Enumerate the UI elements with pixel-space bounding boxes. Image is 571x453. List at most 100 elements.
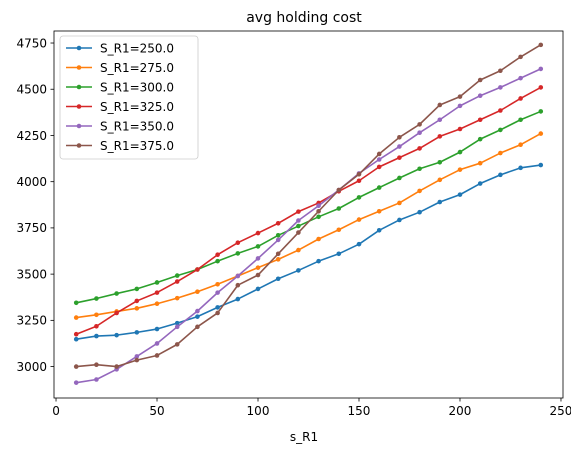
legend-label: S_R1=275.0 bbox=[100, 61, 174, 75]
data-point bbox=[437, 117, 443, 123]
data-point bbox=[538, 66, 544, 72]
data-point bbox=[275, 257, 281, 262]
data-point bbox=[477, 136, 483, 142]
data-point bbox=[498, 68, 503, 74]
data-point bbox=[437, 177, 443, 183]
data-point bbox=[275, 220, 281, 226]
data-point bbox=[154, 341, 160, 346]
data-point bbox=[296, 209, 301, 214]
data-point bbox=[518, 75, 523, 81]
data-point bbox=[275, 232, 281, 238]
data-point bbox=[316, 203, 321, 209]
data-point bbox=[73, 300, 79, 306]
x-tick-label: 50 bbox=[149, 404, 164, 418]
y-tick-label: 3500 bbox=[16, 267, 47, 281]
legend-entry: S_R1=350.0 bbox=[66, 119, 174, 133]
legend-label: S_R1=350.0 bbox=[100, 119, 174, 133]
data-point bbox=[477, 160, 483, 166]
data-point bbox=[195, 324, 200, 330]
series-line bbox=[75, 86, 542, 335]
data-point bbox=[397, 175, 402, 181]
y-tick-label: 4500 bbox=[16, 83, 47, 97]
x-tick-label: 250 bbox=[550, 404, 571, 418]
data-point bbox=[457, 149, 463, 155]
data-point bbox=[94, 296, 99, 301]
legend-label: S_R1=375.0 bbox=[100, 139, 174, 153]
data-point bbox=[376, 185, 382, 190]
data-point bbox=[498, 172, 503, 178]
y-tick-label: 4750 bbox=[16, 36, 47, 50]
legend-entry: S_R1=325.0 bbox=[66, 100, 174, 114]
legend-label: S_R1=300.0 bbox=[100, 80, 174, 94]
legend-marker bbox=[76, 65, 82, 70]
data-point bbox=[174, 320, 180, 326]
data-point bbox=[538, 131, 544, 136]
series-5 bbox=[73, 42, 544, 369]
x-axis-label: s_R1 bbox=[290, 430, 318, 444]
series-1 bbox=[73, 131, 544, 320]
data-point bbox=[255, 286, 261, 292]
data-point bbox=[235, 282, 241, 288]
data-point bbox=[94, 377, 99, 382]
data-point bbox=[437, 134, 443, 139]
data-point bbox=[417, 122, 422, 127]
data-point bbox=[195, 308, 200, 314]
data-point bbox=[235, 273, 241, 279]
data-point bbox=[316, 236, 321, 242]
data-point bbox=[114, 364, 119, 369]
data-point bbox=[114, 332, 119, 338]
data-point bbox=[336, 227, 342, 233]
data-point bbox=[195, 314, 200, 319]
data-point bbox=[134, 354, 140, 359]
data-point bbox=[518, 96, 523, 101]
data-point bbox=[215, 252, 220, 258]
data-point bbox=[154, 280, 160, 285]
data-point bbox=[498, 85, 503, 90]
data-point bbox=[336, 187, 342, 193]
data-point bbox=[336, 206, 342, 211]
data-point bbox=[73, 380, 79, 385]
data-point bbox=[73, 331, 79, 337]
data-point bbox=[457, 126, 463, 132]
data-point bbox=[376, 151, 382, 157]
data-point bbox=[275, 251, 281, 257]
data-point bbox=[154, 326, 160, 332]
data-point bbox=[134, 286, 140, 292]
y-tick-label: 4000 bbox=[16, 175, 47, 189]
data-point bbox=[538, 109, 544, 114]
data-point bbox=[457, 103, 463, 109]
data-point bbox=[437, 159, 443, 165]
data-point bbox=[518, 165, 523, 171]
data-point bbox=[457, 94, 463, 99]
series-layer bbox=[73, 42, 544, 385]
data-point bbox=[94, 312, 99, 318]
data-point bbox=[518, 142, 523, 148]
data-point bbox=[498, 108, 503, 113]
data-point bbox=[174, 279, 180, 284]
data-point bbox=[376, 157, 382, 162]
x-tick-label: 0 bbox=[52, 404, 60, 418]
series-0 bbox=[73, 162, 544, 342]
data-point bbox=[518, 117, 523, 123]
series-line bbox=[76, 68, 542, 384]
data-point bbox=[235, 240, 241, 245]
data-point bbox=[397, 200, 402, 206]
legend-marker bbox=[76, 143, 82, 148]
data-point bbox=[538, 162, 544, 168]
data-point bbox=[417, 146, 422, 151]
data-point bbox=[154, 353, 160, 358]
data-point bbox=[255, 256, 261, 261]
y-axis: 3000 3250 3500 3750 4000 4250 4500 4750 bbox=[16, 36, 54, 374]
data-point bbox=[437, 199, 443, 205]
data-point bbox=[498, 150, 503, 156]
data-point bbox=[73, 364, 79, 369]
data-point bbox=[94, 323, 99, 329]
series-line bbox=[76, 132, 542, 319]
legend-entry: S_R1=300.0 bbox=[66, 80, 174, 94]
data-point bbox=[417, 188, 422, 194]
legend: S_R1=250.0 S_R1=275.0 S_R1=300.0 S_R1=325.0… bbox=[59, 35, 199, 160]
data-point bbox=[356, 241, 362, 247]
data-point bbox=[154, 301, 160, 307]
series-line bbox=[76, 164, 541, 341]
data-point bbox=[255, 265, 261, 270]
